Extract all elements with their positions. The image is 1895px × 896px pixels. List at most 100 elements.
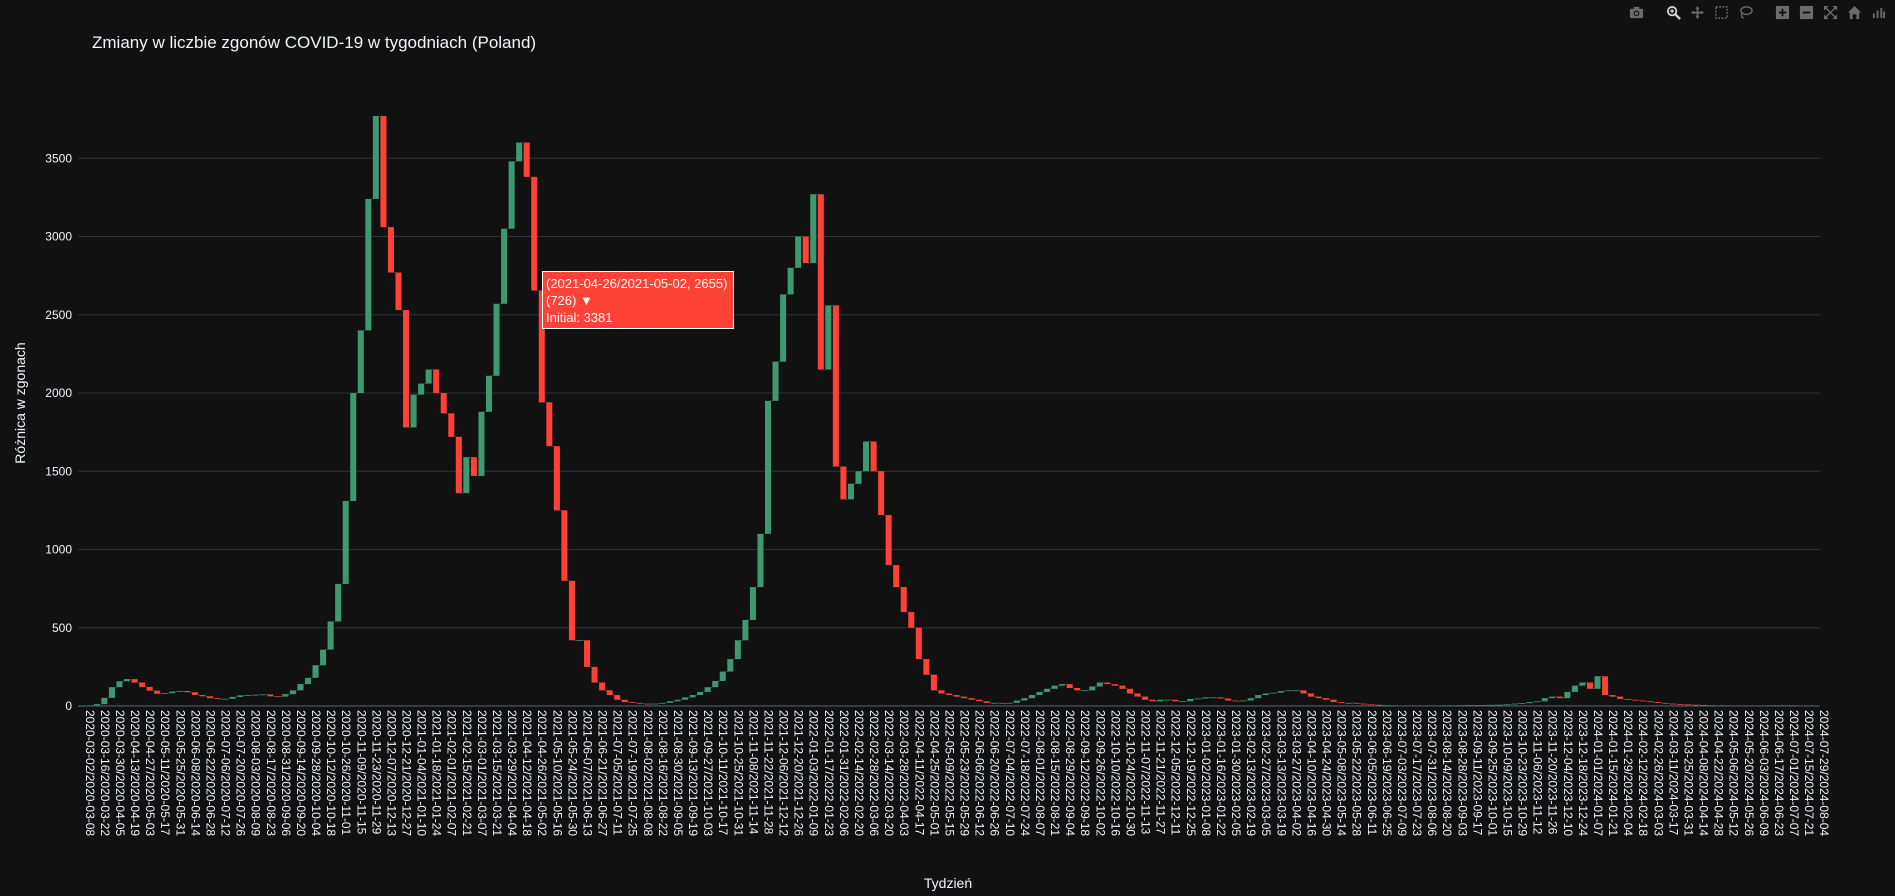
- waterfall-bar[interactable]: [1511, 703, 1518, 705]
- waterfall-bar[interactable]: [983, 701, 990, 703]
- waterfall-bar[interactable]: [878, 471, 885, 516]
- waterfall-bar[interactable]: [893, 565, 900, 588]
- waterfall-bar[interactable]: [1586, 682, 1594, 689]
- waterfall-bar[interactable]: [1624, 698, 1631, 700]
- waterfall-bar[interactable]: [584, 640, 591, 667]
- waterfall-bar[interactable]: [1677, 704, 1684, 705]
- lasso-select-icon[interactable]: [1735, 2, 1756, 22]
- waterfall-bar[interactable]: [1028, 695, 1035, 699]
- waterfall-bar[interactable]: [161, 693, 168, 694]
- waterfall-bar[interactable]: [418, 383, 425, 395]
- waterfall-bar[interactable]: [350, 393, 357, 501]
- waterfall-bar[interactable]: [101, 697, 108, 705]
- waterfall-bar[interactable]: [1096, 682, 1103, 687]
- waterfall-bar[interactable]: [614, 695, 621, 700]
- waterfall-bar[interactable]: [297, 684, 304, 691]
- waterfall-bar[interactable]: [1571, 685, 1578, 692]
- zoom-out-icon[interactable]: [1796, 2, 1817, 22]
- waterfall-bar[interactable]: [576, 640, 583, 642]
- waterfall-bar[interactable]: [787, 267, 794, 295]
- waterfall-bar[interactable]: [1549, 696, 1556, 699]
- waterfall-bar[interactable]: [380, 115, 387, 228]
- waterfall-bar[interactable]: [1504, 704, 1511, 706]
- waterfall-bar[interactable]: [840, 466, 847, 500]
- waterfall-bar[interactable]: [124, 679, 131, 682]
- waterfall-bar[interactable]: [206, 696, 213, 699]
- waterfall-bar[interactable]: [561, 510, 568, 581]
- waterfall-bar[interactable]: [1481, 705, 1488, 706]
- waterfall-bar[interactable]: [817, 194, 824, 370]
- waterfall-bar[interactable]: [674, 699, 681, 702]
- waterfall-bar[interactable]: [1262, 693, 1269, 696]
- waterfall-bar[interactable]: [945, 693, 953, 696]
- waterfall-bar[interactable]: [659, 702, 666, 704]
- waterfall-bar[interactable]: [621, 699, 628, 703]
- waterfall-bar[interactable]: [629, 702, 636, 703]
- waterfall-bar[interactable]: [365, 198, 372, 331]
- waterfall-bar[interactable]: [961, 696, 968, 699]
- waterfall-bar[interactable]: [448, 413, 455, 437]
- waterfall-bar[interactable]: [1345, 702, 1352, 704]
- waterfall-bar[interactable]: [1104, 682, 1111, 685]
- waterfall-bar[interactable]: [1338, 702, 1345, 703]
- waterfall-bar[interactable]: [863, 441, 870, 472]
- waterfall-bar[interactable]: [1685, 704, 1692, 706]
- waterfall-bar[interactable]: [440, 393, 447, 414]
- waterfall-bar[interactable]: [1564, 691, 1571, 699]
- waterfall-bar[interactable]: [764, 400, 772, 534]
- waterfall-bar[interactable]: [335, 583, 342, 622]
- waterfall-bar[interactable]: [682, 697, 689, 700]
- waterfall-bar[interactable]: [923, 659, 930, 675]
- waterfall-bar[interactable]: [1534, 701, 1541, 703]
- box-select-icon[interactable]: [1711, 2, 1732, 22]
- waterfall-bar[interactable]: [795, 236, 802, 268]
- waterfall-bar[interactable]: [425, 369, 432, 384]
- waterfall-bar[interactable]: [516, 142, 523, 162]
- waterfall-bar[interactable]: [908, 612, 915, 628]
- waterfall-bar[interactable]: [289, 690, 296, 695]
- waterfall-bar[interactable]: [1255, 695, 1262, 699]
- waterfall-bar[interactable]: [832, 305, 839, 467]
- waterfall-bar[interactable]: [433, 369, 440, 393]
- waterfall-bar[interactable]: [131, 679, 138, 683]
- waterfall-bar[interactable]: [1247, 698, 1254, 701]
- waterfall-bar[interactable]: [1209, 697, 1216, 699]
- waterfall-bar[interactable]: [410, 394, 417, 428]
- waterfall-bar[interactable]: [1225, 698, 1232, 701]
- waterfall-bar[interactable]: [93, 704, 100, 706]
- waterfall-bar[interactable]: [1368, 704, 1375, 706]
- waterfall-bar[interactable]: [463, 457, 470, 494]
- zoom-icon[interactable]: [1663, 2, 1684, 22]
- waterfall-bar[interactable]: [1074, 688, 1081, 691]
- waterfall-bar[interactable]: [1066, 684, 1073, 689]
- waterfall-bar[interactable]: [591, 666, 598, 683]
- waterfall-bar[interactable]: [1134, 693, 1141, 697]
- pan-icon[interactable]: [1687, 2, 1708, 22]
- waterfall-bar[interactable]: [644, 703, 651, 705]
- waterfall-bar[interactable]: [953, 695, 960, 697]
- waterfall-bar[interactable]: [1051, 685, 1058, 689]
- waterfall-bar[interactable]: [1556, 696, 1563, 699]
- waterfall-bar[interactable]: [749, 587, 756, 620]
- waterfall-bar[interactable]: [697, 691, 704, 696]
- waterfall-bar[interactable]: [139, 682, 146, 687]
- waterfall-bar[interactable]: [184, 690, 191, 693]
- waterfall-bar[interactable]: [915, 627, 922, 660]
- waterfall-bar[interactable]: [1164, 699, 1171, 701]
- waterfall-bar[interactable]: [252, 694, 259, 696]
- waterfall-bar[interactable]: [395, 272, 402, 311]
- waterfall-bar[interactable]: [1044, 688, 1051, 692]
- waterfall-bar[interactable]: [1594, 676, 1601, 689]
- waterfall-bar[interactable]: [146, 686, 153, 691]
- waterfall-bar[interactable]: [1307, 693, 1314, 697]
- waterfall-bar[interactable]: [372, 115, 379, 199]
- waterfall-bar[interactable]: [1194, 698, 1201, 700]
- waterfall-bar[interactable]: [403, 310, 410, 428]
- waterfall-bar[interactable]: [885, 515, 892, 566]
- waterfall-bar[interactable]: [108, 687, 115, 698]
- waterfall-bar[interactable]: [1315, 696, 1322, 699]
- waterfall-bar[interactable]: [1179, 701, 1186, 703]
- waterfall-bar[interactable]: [606, 690, 613, 696]
- waterfall-bar[interactable]: [1360, 703, 1367, 705]
- waterfall-bar[interactable]: [938, 690, 945, 694]
